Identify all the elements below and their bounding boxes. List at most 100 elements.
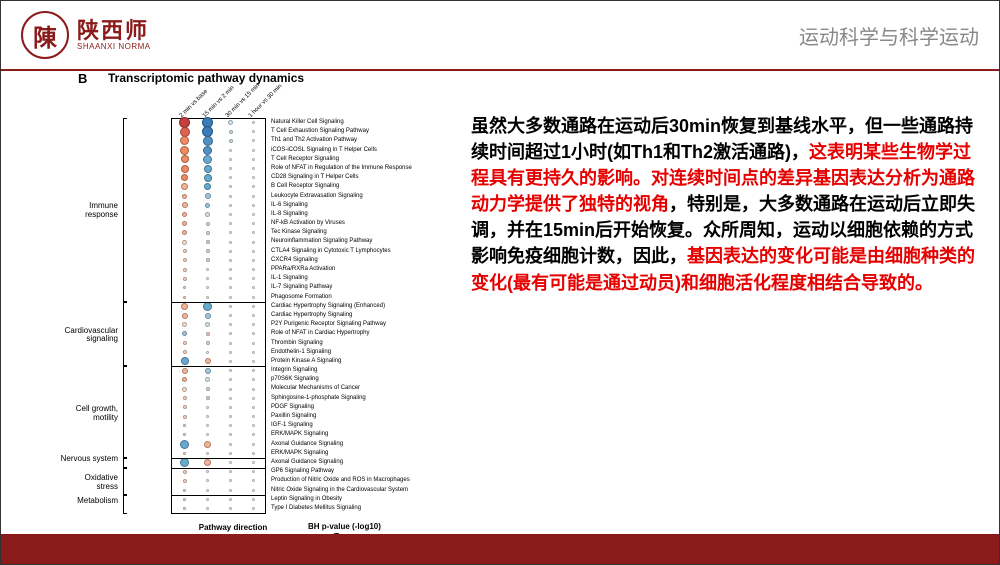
- pathway-name: Axonal Guidance Signaling: [271, 440, 446, 449]
- pathway-dot: [183, 405, 187, 409]
- pathway-dot: [206, 387, 210, 391]
- main-text: 虽然大多数通路在运动后30min恢复到基线水平，但一些通路持续时间超过1小时(如…: [471, 113, 976, 296]
- pathway-dot: [252, 231, 255, 234]
- pathway-name: T Cell Receptor Signaling: [271, 155, 446, 164]
- pathway-dot: [252, 121, 255, 124]
- pathway-row: [173, 192, 265, 201]
- pathway-dot: [252, 479, 255, 482]
- pathway-dot: [252, 397, 255, 400]
- section-divider: [171, 495, 266, 496]
- pathway-row: [173, 476, 265, 485]
- pathway-dot: [229, 378, 232, 381]
- pathway-name: Phagosome Formation: [271, 293, 446, 302]
- pathway-dot: [206, 415, 209, 418]
- pathway-row: [173, 210, 265, 219]
- pathway-name: PDGF Signaling: [271, 403, 446, 412]
- pathway-name: Tec Kinase Signaling: [271, 228, 446, 237]
- category-label: Immuneresponse: [85, 202, 118, 220]
- pathway-dot: [182, 194, 187, 199]
- pathway-dot: [205, 368, 211, 374]
- pathway-dot: [182, 230, 187, 235]
- size-legend-title: BH p-value (-log10): [308, 522, 381, 531]
- category-brace: [123, 458, 127, 467]
- pathway-dot: [182, 313, 188, 319]
- pathway-name: Molecular Mechanisms of Cancer: [271, 384, 446, 393]
- pathway-dot: [252, 277, 255, 280]
- pathway-dot: [252, 369, 255, 372]
- pathway-dot: [252, 259, 255, 262]
- pathway-row: [173, 375, 265, 384]
- pathway-dot: [206, 479, 209, 482]
- pathway-dot: [182, 202, 188, 208]
- pathway-dot: [229, 185, 232, 188]
- pathway-row: [173, 366, 265, 375]
- pathway-dot: [252, 332, 255, 335]
- pathway-row: [173, 486, 265, 495]
- header-right-text: 运动科学与科学运动: [799, 21, 979, 50]
- pathway-dot: [181, 155, 189, 163]
- pathway-dot: [229, 332, 232, 335]
- pathway-dot: [182, 368, 188, 374]
- category-brace: [123, 366, 127, 458]
- category-brace: [123, 495, 127, 513]
- pathway-row: [173, 394, 265, 403]
- pathway-dot: [252, 342, 255, 345]
- pathway-row: [173, 283, 265, 292]
- pathway-dot: [181, 303, 188, 310]
- pathway-dot: [203, 146, 212, 155]
- pathway-row: [173, 329, 265, 338]
- pathway-row: [173, 293, 265, 302]
- column-labels: 2 min vs base15 min vs 2 min30 min vs 15…: [178, 86, 268, 121]
- pathway-dot: [206, 470, 209, 473]
- pathway-dot: [229, 277, 232, 280]
- pathway-row: [173, 127, 265, 136]
- pathway-dot: [252, 213, 255, 216]
- pathway-dot: [252, 222, 255, 225]
- pathway-row: [173, 155, 265, 164]
- pathway-dot: [206, 286, 209, 289]
- pathway-dot: [206, 240, 210, 244]
- pathway-dot: [183, 415, 187, 419]
- pathway-dot: [252, 204, 255, 207]
- pathway-dot: [252, 507, 255, 510]
- pathway-row: [173, 237, 265, 246]
- pathway-name: Axonal Guidance Signaling: [271, 458, 446, 467]
- pathway-row: [173, 256, 265, 265]
- pathway-dot: [181, 357, 189, 365]
- pathway-dot: [180, 146, 189, 155]
- pathway-dot: [181, 174, 188, 181]
- pathway-dot: [229, 351, 232, 354]
- pathway-dot: [182, 377, 187, 382]
- pathway-dot: [182, 212, 187, 217]
- pathway-name: Neuroinflammation Signaling Pathway: [271, 237, 446, 246]
- pathway-name: p70S6K Signaling: [271, 375, 446, 384]
- pathway-name: Cardiac Hypertrophy Signaling: [271, 311, 446, 320]
- pathway-dot: [252, 130, 255, 133]
- pathway-dot: [229, 489, 232, 492]
- pathway-dot: [206, 351, 209, 354]
- pathway-dot: [183, 286, 186, 289]
- pathway-dot: [183, 479, 187, 483]
- pathway-dot: [183, 296, 186, 299]
- pathway-row: [173, 339, 265, 348]
- pathway-dot: [229, 195, 232, 198]
- pathway-dot: [252, 433, 255, 436]
- pathway-name: Thrombin Signaling: [271, 339, 446, 348]
- pathway-dot: [205, 313, 211, 319]
- pathway-dot: [205, 377, 210, 382]
- header: 陳 陕西师 SHAANXI NORMA 运动科学与科学运动: [1, 1, 999, 69]
- pathway-dot: [229, 342, 232, 345]
- pathway-dot: [205, 358, 211, 364]
- pathway-dot: [229, 397, 232, 400]
- pathway-dot: [252, 424, 255, 427]
- pathway-dot: [229, 415, 232, 418]
- section-divider: [171, 458, 266, 459]
- pathway-dot: [252, 351, 255, 354]
- pathway-dot: [252, 268, 255, 271]
- pathway-dot: [181, 183, 188, 190]
- pathway-dot: [229, 286, 232, 289]
- pathway-dot: [229, 296, 232, 299]
- pathway-name: Production of Nitric Oxide and ROS in Ma…: [271, 476, 446, 485]
- pathway-dot: [252, 452, 255, 455]
- pathway-dot: [229, 250, 232, 253]
